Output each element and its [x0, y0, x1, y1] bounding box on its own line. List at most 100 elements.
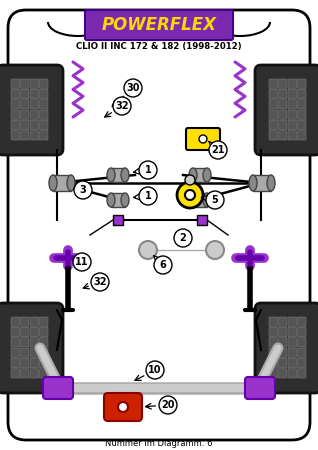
FancyBboxPatch shape — [20, 348, 29, 357]
FancyBboxPatch shape — [298, 348, 306, 357]
FancyBboxPatch shape — [11, 327, 19, 337]
FancyBboxPatch shape — [288, 348, 296, 357]
Circle shape — [177, 182, 203, 208]
FancyBboxPatch shape — [279, 317, 287, 326]
Circle shape — [118, 402, 128, 412]
FancyBboxPatch shape — [11, 120, 19, 130]
FancyBboxPatch shape — [39, 79, 48, 88]
Bar — [197, 215, 207, 225]
FancyBboxPatch shape — [104, 393, 142, 421]
FancyBboxPatch shape — [30, 120, 38, 130]
FancyBboxPatch shape — [39, 369, 48, 378]
FancyBboxPatch shape — [279, 90, 287, 99]
FancyBboxPatch shape — [298, 90, 306, 99]
FancyBboxPatch shape — [288, 130, 296, 140]
Circle shape — [206, 191, 224, 209]
FancyBboxPatch shape — [30, 317, 38, 326]
FancyBboxPatch shape — [39, 130, 48, 140]
Circle shape — [185, 175, 195, 185]
FancyBboxPatch shape — [279, 338, 287, 347]
Ellipse shape — [249, 175, 257, 191]
Bar — [193, 168, 207, 182]
Text: POWERFLEX: POWERFLEX — [101, 16, 217, 34]
Text: 20: 20 — [161, 400, 175, 410]
Ellipse shape — [121, 168, 129, 182]
FancyBboxPatch shape — [11, 338, 19, 347]
FancyBboxPatch shape — [20, 79, 29, 88]
FancyBboxPatch shape — [30, 110, 38, 119]
FancyBboxPatch shape — [279, 369, 287, 378]
Text: 30: 30 — [126, 83, 140, 93]
FancyBboxPatch shape — [269, 130, 278, 140]
FancyBboxPatch shape — [279, 79, 287, 88]
Ellipse shape — [203, 168, 211, 182]
FancyBboxPatch shape — [30, 358, 38, 368]
Text: 2: 2 — [180, 233, 186, 243]
FancyBboxPatch shape — [279, 130, 287, 140]
FancyBboxPatch shape — [298, 99, 306, 109]
FancyBboxPatch shape — [269, 110, 278, 119]
FancyBboxPatch shape — [8, 10, 310, 440]
FancyBboxPatch shape — [279, 348, 287, 357]
FancyBboxPatch shape — [11, 99, 19, 109]
Circle shape — [209, 141, 227, 159]
FancyBboxPatch shape — [20, 358, 29, 368]
FancyBboxPatch shape — [269, 79, 278, 88]
FancyBboxPatch shape — [11, 358, 19, 368]
FancyBboxPatch shape — [288, 369, 296, 378]
FancyBboxPatch shape — [20, 110, 29, 119]
FancyBboxPatch shape — [39, 348, 48, 357]
FancyBboxPatch shape — [11, 110, 19, 119]
Ellipse shape — [267, 175, 275, 191]
FancyBboxPatch shape — [279, 327, 287, 337]
Circle shape — [73, 253, 91, 271]
FancyBboxPatch shape — [20, 90, 29, 99]
FancyBboxPatch shape — [30, 99, 38, 109]
FancyBboxPatch shape — [11, 369, 19, 378]
Ellipse shape — [203, 193, 211, 207]
FancyBboxPatch shape — [298, 369, 306, 378]
FancyBboxPatch shape — [298, 338, 306, 347]
FancyBboxPatch shape — [269, 358, 278, 368]
Bar — [111, 193, 125, 207]
FancyBboxPatch shape — [39, 99, 48, 109]
Bar — [111, 168, 125, 182]
Bar — [53, 175, 71, 191]
Circle shape — [159, 396, 177, 414]
Circle shape — [91, 273, 109, 291]
Circle shape — [74, 181, 92, 199]
FancyBboxPatch shape — [288, 90, 296, 99]
FancyBboxPatch shape — [39, 327, 48, 337]
FancyBboxPatch shape — [11, 79, 19, 88]
FancyBboxPatch shape — [11, 348, 19, 357]
FancyBboxPatch shape — [20, 327, 29, 337]
FancyBboxPatch shape — [39, 338, 48, 347]
FancyBboxPatch shape — [30, 369, 38, 378]
FancyBboxPatch shape — [39, 90, 48, 99]
FancyBboxPatch shape — [186, 128, 220, 150]
FancyBboxPatch shape — [255, 303, 318, 393]
Text: CLIO II INC 172 & 182 (1998-2012): CLIO II INC 172 & 182 (1998-2012) — [76, 42, 242, 51]
FancyBboxPatch shape — [30, 130, 38, 140]
Circle shape — [113, 97, 131, 115]
Circle shape — [124, 79, 142, 97]
FancyBboxPatch shape — [298, 110, 306, 119]
FancyBboxPatch shape — [269, 90, 278, 99]
FancyBboxPatch shape — [298, 79, 306, 88]
FancyBboxPatch shape — [43, 377, 73, 399]
FancyBboxPatch shape — [288, 338, 296, 347]
Circle shape — [206, 241, 224, 259]
Bar — [253, 175, 271, 191]
FancyBboxPatch shape — [269, 348, 278, 357]
Text: 32: 32 — [93, 277, 107, 287]
Bar — [113, 215, 123, 225]
FancyBboxPatch shape — [20, 369, 29, 378]
FancyBboxPatch shape — [39, 120, 48, 130]
FancyBboxPatch shape — [11, 317, 19, 326]
Ellipse shape — [189, 168, 197, 182]
FancyBboxPatch shape — [30, 338, 38, 347]
Text: 6: 6 — [160, 260, 166, 270]
FancyBboxPatch shape — [288, 99, 296, 109]
Ellipse shape — [67, 175, 75, 191]
FancyBboxPatch shape — [269, 338, 278, 347]
